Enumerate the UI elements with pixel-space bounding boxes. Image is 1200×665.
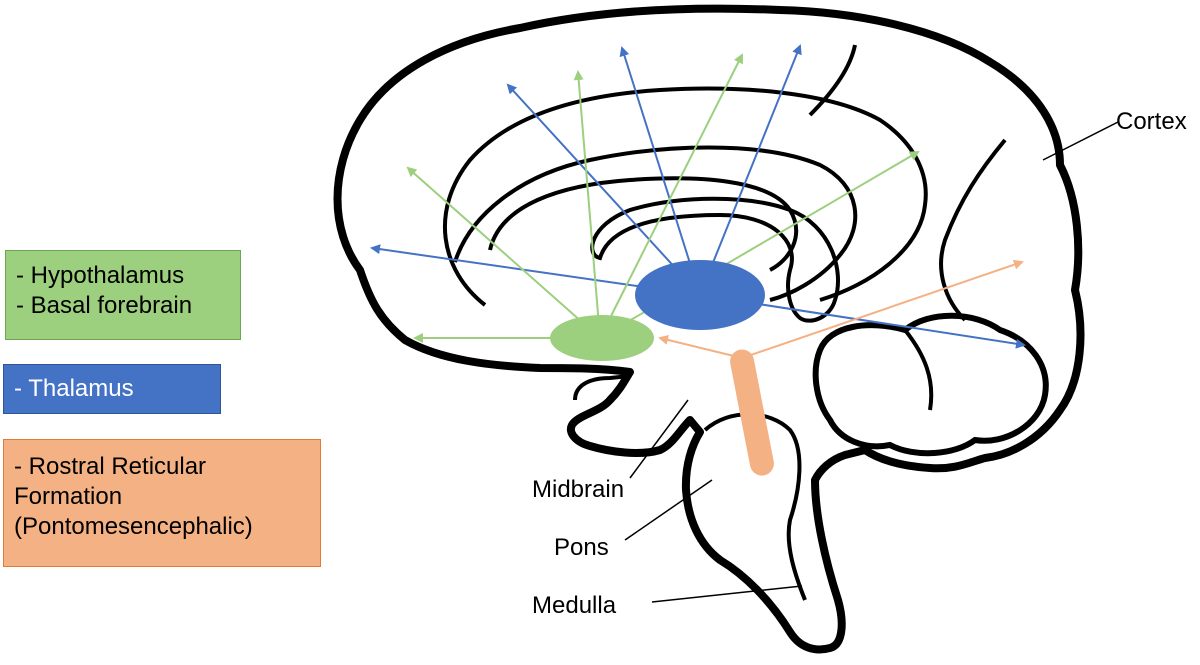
gyrus-line-outer: [442, 86, 928, 307]
label-cortex: Cortex: [1116, 108, 1187, 135]
arrow-reticular-1: [658, 335, 743, 359]
hypothalamus-nucleus: [550, 315, 654, 361]
legend-line: - Basal forebrain: [16, 292, 193, 319]
arrow-hypothalamus-4: [599, 53, 743, 339]
legend-line: - Hypothalamus: [16, 262, 185, 289]
legend-line: Formation: [14, 483, 123, 510]
legend-reticular-formation: - Rostral Reticular Formation (Pontomese…: [3, 439, 321, 567]
sulcus-occipital: [939, 138, 1007, 322]
thalamus-nucleus: [635, 260, 765, 330]
arrow-reticular-2: [741, 259, 1024, 359]
pons-leader: [624, 479, 713, 541]
legend-thalamus: - Thalamus: [3, 364, 221, 414]
sulcus-parietal: [808, 44, 857, 117]
arrow-thalamus-3: [619, 46, 701, 296]
arrow-hypothalamus-2: [406, 166, 601, 339]
reticular-projections: [658, 259, 1024, 359]
cortex-outline: [333, 4, 1085, 654]
arrow-thalamus-2: [506, 83, 701, 296]
legend-line: - Thalamus: [14, 375, 134, 402]
label-midbrain: Midbrain: [532, 476, 624, 503]
legend-line: - Rostral Reticular: [14, 453, 207, 480]
gyrus-line-inner: [488, 176, 798, 272]
legend-hypothalamus-basal-forebrain: - Hypothalamus - Basal forebrain: [5, 250, 241, 340]
midbrain-leader: [629, 399, 689, 479]
label-medulla: Medulla: [532, 592, 617, 619]
legend-line: (Pontomesencephalic): [14, 513, 253, 540]
corpus-callosum: [590, 196, 840, 323]
cerebellum-fold: [903, 328, 934, 411]
label-pons: Pons: [554, 534, 609, 561]
reticular-formation-shape: [730, 349, 774, 476]
arrow-hypothalamus-3: [573, 70, 601, 339]
medulla-leader: [651, 585, 803, 603]
cortex-leader: [1042, 121, 1119, 161]
optic-chiasm: [573, 374, 631, 401]
arrow-thalamus-4: [699, 44, 802, 296]
